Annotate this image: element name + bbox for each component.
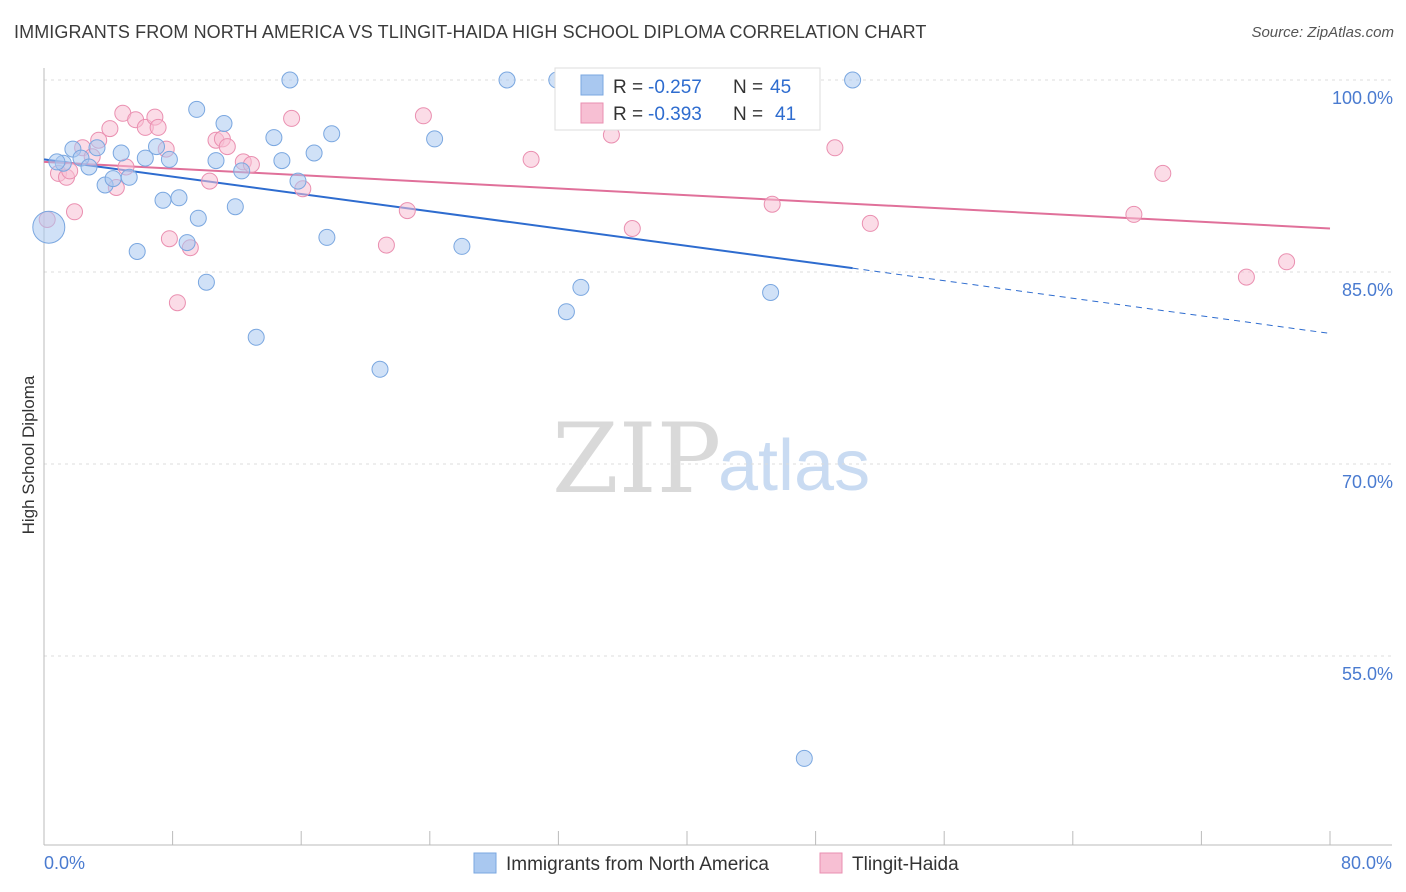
point-tlingit (861, 214, 879, 232)
legend-label-tlingit: Tlingit-Haida (852, 854, 959, 875)
trend-line-immigrants-extension (852, 267, 1331, 334)
point-immigrants (289, 172, 307, 190)
point-immigrants (318, 228, 336, 246)
legend-n-value-1: 45 (770, 77, 791, 98)
y-tick-label: 70.0% (1342, 472, 1393, 492)
point-tlingit (201, 172, 219, 190)
point-immigrants (265, 129, 283, 147)
point-immigrants (80, 158, 98, 176)
point-immigrants (197, 273, 215, 291)
trend-line-tlingit (43, 160, 1331, 230)
point-immigrants (120, 168, 138, 186)
point-immigrants (215, 115, 233, 132)
point-immigrants (233, 162, 251, 180)
watermark: ZIP atlas (552, 403, 870, 515)
point-immigrants (188, 100, 206, 118)
point-tlingit (283, 109, 301, 127)
point-immigrants (148, 138, 165, 156)
point-immigrants (426, 130, 444, 148)
point-immigrants (323, 125, 341, 143)
x-tick-label-min: 0.0% (44, 853, 85, 873)
point-immigrants (48, 153, 66, 171)
point-immigrants (88, 139, 106, 157)
point-tlingit (160, 230, 178, 248)
point-tlingit (1278, 253, 1296, 271)
point-immigrants (207, 152, 225, 170)
point-immigrants (226, 198, 244, 216)
point-immigrants (128, 243, 146, 260)
legend-swatch-tlingit-bottom (819, 852, 843, 874)
legend-swatch-immigrants-bottom (473, 852, 497, 874)
point-tlingit (1237, 268, 1255, 286)
point-immigrants (247, 328, 265, 346)
point-immigrants (154, 191, 172, 209)
point-immigrants (371, 360, 389, 378)
y-tick-label: 55.0% (1342, 664, 1393, 684)
point-immigrants (112, 144, 130, 162)
point-immigrants (178, 234, 196, 252)
watermark-zip: ZIP (552, 403, 721, 515)
point-immigrants (170, 189, 188, 207)
legend-r-value-1: -0.257 (648, 77, 702, 98)
point-immigrants (104, 170, 122, 188)
point-immigrants (281, 71, 299, 89)
legend-label-immigrants: Immigrants from North America (506, 854, 769, 875)
point-tlingit (623, 220, 641, 237)
source-credit: Source: ZipAtlas.com (1251, 24, 1394, 41)
axes (43, 68, 1392, 846)
point-immigrants (273, 152, 291, 170)
y-tick-labels: 100.0% 85.0% 70.0% 55.0% (1332, 88, 1393, 684)
legend-n-label-1: N = (733, 77, 763, 98)
point-tlingit (826, 139, 844, 157)
point-tlingit (168, 294, 186, 312)
correlation-legend: R = -0.257 N = 45 R = -0.393 N = 41 (554, 67, 821, 131)
legend-r-value-2: -0.393 (648, 104, 702, 125)
x-tick-label-max: 80.0% (1341, 853, 1392, 873)
point-tlingit (66, 203, 83, 221)
point-tlingit (763, 195, 781, 213)
legend-n-value-2: 41 (775, 104, 796, 125)
legend-n-label-2: N = (733, 104, 763, 125)
point-immigrants (32, 210, 66, 244)
point-immigrants (136, 149, 154, 167)
legend-r-label-1: R = (613, 77, 643, 98)
point-tlingit (218, 138, 236, 156)
y-tick-label: 85.0% (1342, 280, 1393, 300)
watermark-atlas: atlas (718, 426, 870, 506)
chart-title: IMMIGRANTS FROM NORTH AMERICA VS TLINGIT… (14, 22, 927, 42)
point-tlingit (414, 107, 432, 125)
point-immigrants (844, 71, 862, 89)
point-tlingit (149, 118, 167, 136)
point-immigrants (453, 237, 471, 255)
legend-swatch-tlingit (580, 102, 604, 124)
y-axis-label: High School Diploma (19, 375, 38, 534)
point-immigrants (795, 749, 813, 767)
point-tlingit (1154, 164, 1172, 182)
legend-swatch-immigrants (580, 74, 604, 96)
point-immigrants (572, 278, 590, 296)
point-tlingit (377, 236, 395, 254)
trend-line-immigrants (43, 158, 853, 270)
point-tlingit (522, 150, 540, 168)
point-immigrants (160, 150, 178, 168)
point-immigrants (557, 303, 575, 321)
point-immigrants (189, 209, 207, 227)
series-legend: Immigrants from North America Tlingit-Ha… (473, 852, 959, 875)
trend-lines (43, 158, 1331, 334)
point-immigrants (498, 71, 516, 89)
point-immigrants (305, 144, 323, 162)
legend-r-label-2: R = (613, 104, 643, 125)
point-tlingit (101, 120, 119, 138)
point-tlingit (1125, 205, 1143, 223)
point-immigrants (762, 284, 780, 301)
y-tick-label: 100.0% (1332, 88, 1393, 108)
point-tlingit (398, 202, 416, 220)
